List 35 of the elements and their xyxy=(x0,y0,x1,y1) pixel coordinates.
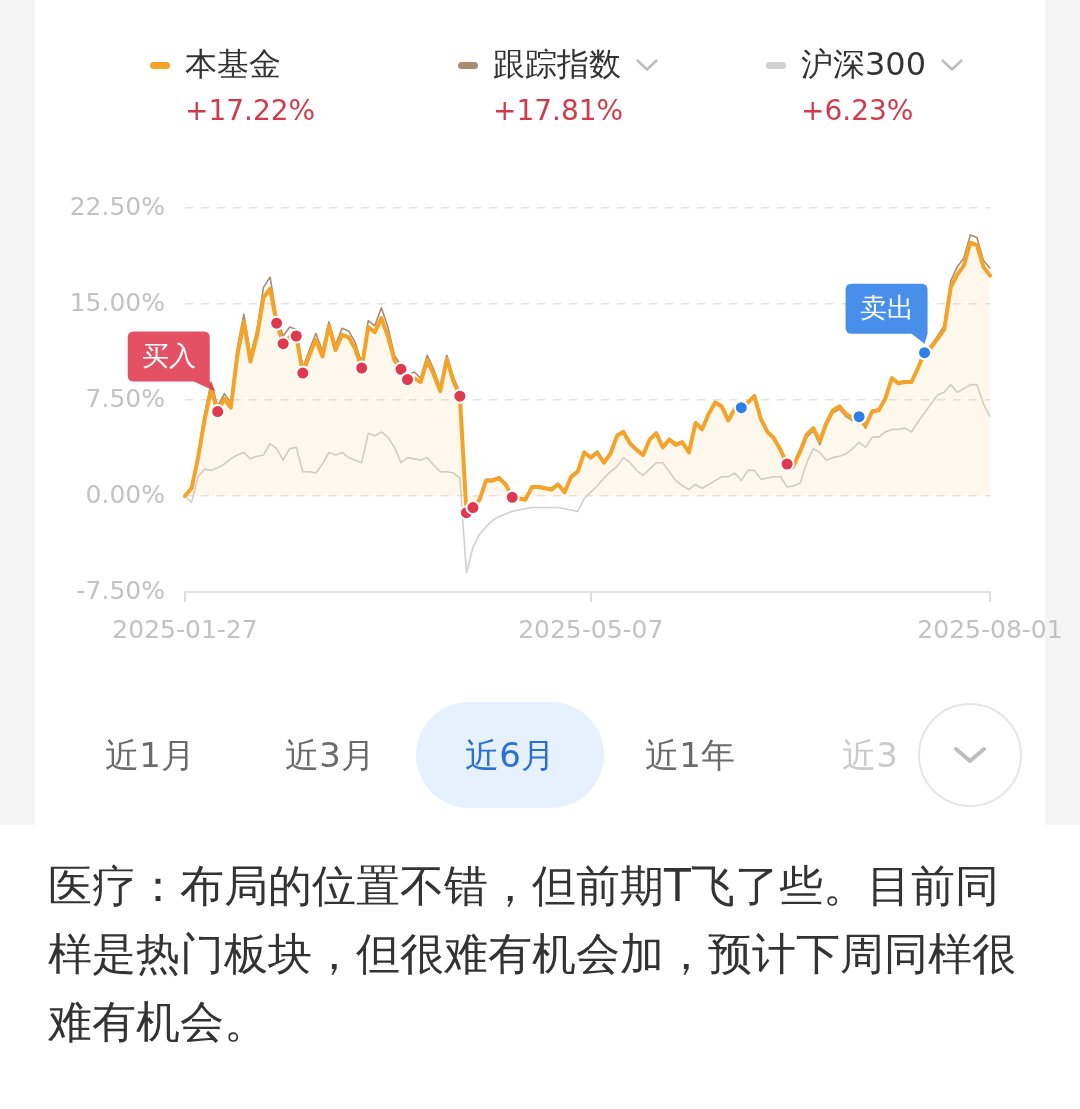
point xyxy=(275,336,291,352)
legend-label: 沪深300 xyxy=(801,44,927,85)
point xyxy=(354,360,370,376)
text: 近3月 xyxy=(285,734,375,777)
text: 近1年 xyxy=(645,734,735,777)
y-tick-label: 15.00% xyxy=(69,287,165,317)
point xyxy=(733,400,749,416)
text: +6.23% xyxy=(801,94,914,127)
point xyxy=(465,500,481,516)
series-label: 买入 xyxy=(141,339,196,371)
text: +17.22% xyxy=(185,94,316,127)
point xyxy=(917,345,933,361)
text: +17.81% xyxy=(493,94,624,127)
text: 近1月 xyxy=(105,734,195,777)
x-tick-label: 2025-08-01 xyxy=(917,614,1063,644)
point xyxy=(452,388,468,404)
y-tick-label: -7.50% xyxy=(76,575,165,605)
legend-label: 本基金 xyxy=(185,44,281,85)
point xyxy=(269,315,285,331)
point xyxy=(210,404,226,420)
y-tick-label: 7.50% xyxy=(85,383,165,413)
x-tick-label: 2025-05-07 xyxy=(518,614,664,644)
point xyxy=(295,365,311,381)
y-tick-label: 22.50% xyxy=(69,191,165,221)
legend-label: 跟踪指数 xyxy=(493,44,621,85)
series-label: 卖出 xyxy=(859,291,914,323)
point xyxy=(400,372,416,388)
point xyxy=(851,409,867,425)
point xyxy=(504,489,520,505)
text: 近6月 xyxy=(465,734,555,777)
point xyxy=(288,328,304,344)
x-tick-label: 2025-01-27 xyxy=(112,614,258,644)
text: 医疗：布局的位置不错，但前期T飞了些。目前同样是热门板块，但很难有机会加，预计下周同样很难有机会。 xyxy=(48,859,1017,1049)
y-tick-label: 0.00% xyxy=(85,479,165,509)
point xyxy=(779,456,795,472)
